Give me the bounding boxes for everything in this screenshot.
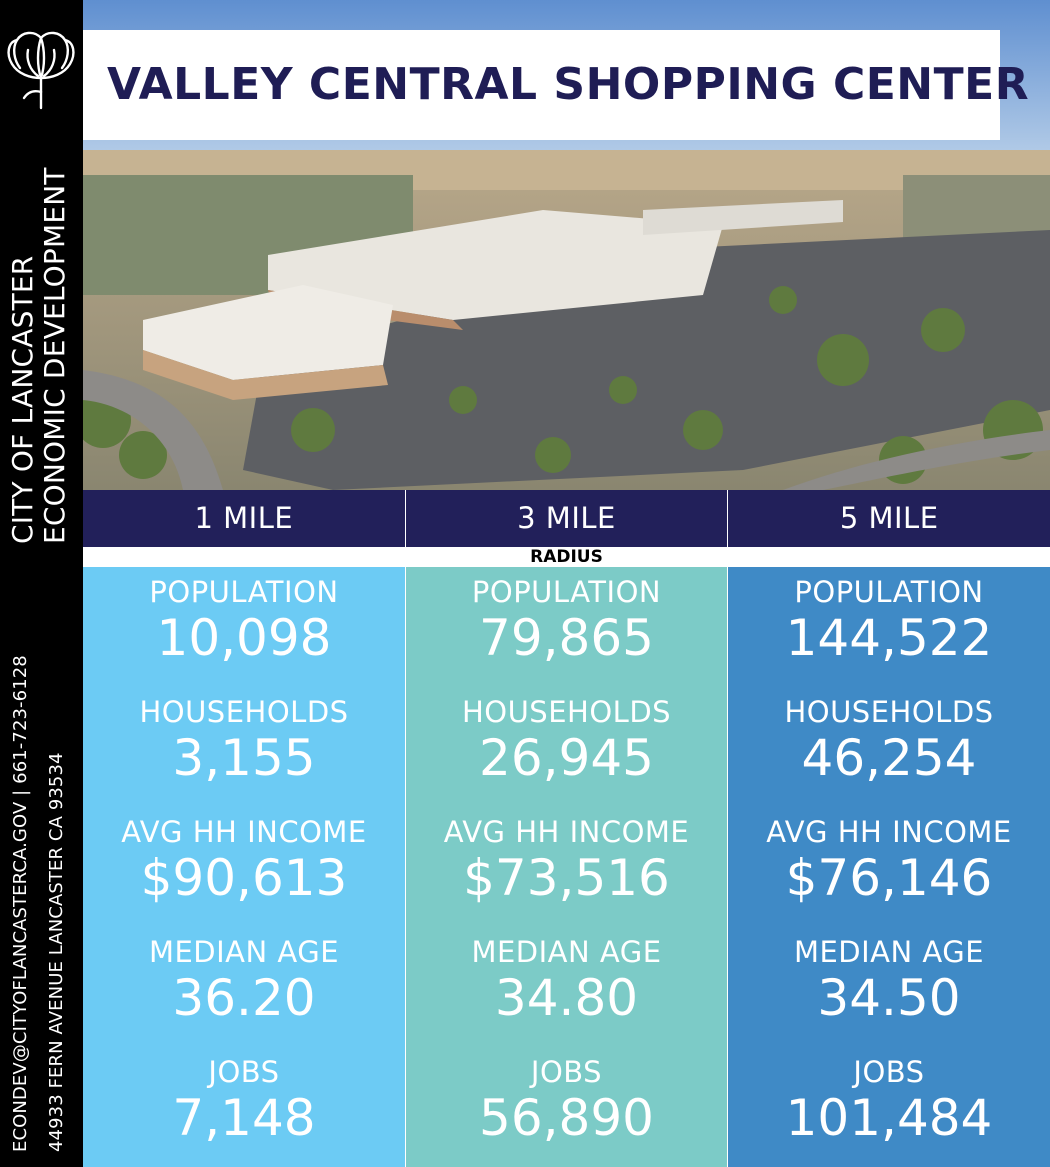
stat-value: 101,484 bbox=[785, 1089, 993, 1147]
stat-label: POPULATION bbox=[471, 575, 662, 609]
stat-label: POPULATION bbox=[794, 575, 984, 609]
stat-value: 46,254 bbox=[801, 729, 977, 787]
stat-jobs: JOBS 101,484 bbox=[728, 1055, 1050, 1147]
stat-households: HOUSEHOLDS 46,254 bbox=[728, 695, 1050, 787]
stat-label: POPULATION bbox=[149, 575, 339, 609]
stat-value: 56,890 bbox=[479, 1089, 654, 1147]
stats-column-1-mile: POPULATION 10,098 HOUSEHOLDS 3,155 AVG H… bbox=[83, 567, 405, 1167]
stat-population: POPULATION 10,098 bbox=[83, 575, 405, 667]
stat-value: 36.20 bbox=[172, 969, 316, 1027]
stats-column-5-mile: POPULATION 144,522 HOUSEHOLDS 46,254 AVG… bbox=[727, 567, 1050, 1167]
org-name-line2: ECONOMIC DEVELOPMENT bbox=[38, 167, 71, 544]
radius-header-bar: 1 MILE 3 MILE 5 MILE bbox=[83, 490, 1050, 547]
page-title: VALLEY CENTRAL SHOPPING CENTER bbox=[107, 59, 1030, 110]
radius-label: RADIUS bbox=[530, 547, 603, 567]
stat-label: MEDIAN AGE bbox=[148, 935, 340, 969]
stat-avg-hh-income: AVG HH INCOME $90,613 bbox=[83, 815, 405, 907]
stat-label: JOBS bbox=[208, 1055, 280, 1089]
contact-address: 44933 FERN AVENUE LANCASTER CA 93534 bbox=[46, 752, 67, 1152]
stat-value: 3,155 bbox=[172, 729, 316, 787]
stat-value: 10,098 bbox=[156, 609, 332, 667]
stat-value: 34.80 bbox=[494, 969, 639, 1027]
radius-5-mile: 5 MILE bbox=[839, 501, 939, 535]
stat-value: 26,945 bbox=[479, 729, 654, 787]
stat-median-age: MEDIAN AGE 34.80 bbox=[406, 935, 727, 1027]
stat-label: AVG HH INCOME bbox=[443, 815, 690, 849]
stat-value: 79,865 bbox=[479, 609, 654, 667]
stat-households: HOUSEHOLDS 26,945 bbox=[406, 695, 727, 787]
stat-label: JOBS bbox=[530, 1055, 603, 1089]
stat-label: JOBS bbox=[853, 1055, 925, 1089]
stat-value: $76,146 bbox=[785, 849, 993, 907]
stat-label: AVG HH INCOME bbox=[766, 815, 1012, 849]
stat-label: MEDIAN AGE bbox=[471, 935, 662, 969]
stat-median-age: MEDIAN AGE 34.50 bbox=[728, 935, 1050, 1027]
stat-population: POPULATION 144,522 bbox=[728, 575, 1050, 667]
stats-column-3-mile: POPULATION 79,865 HOUSEHOLDS 26,945 AVG … bbox=[405, 567, 727, 1167]
stat-population: POPULATION 79,865 bbox=[406, 575, 727, 667]
org-name-line1: CITY OF LANCASTER bbox=[6, 255, 39, 544]
radius-3-mile: 3 MILE bbox=[406, 490, 729, 547]
stat-value: 7,148 bbox=[172, 1089, 316, 1147]
stat-jobs: JOBS 7,148 bbox=[83, 1055, 405, 1147]
stat-jobs: JOBS 56,890 bbox=[406, 1055, 727, 1147]
stat-households: HOUSEHOLDS 3,155 bbox=[83, 695, 405, 787]
stat-label: MEDIAN AGE bbox=[793, 935, 985, 969]
stat-value: 144,522 bbox=[785, 609, 993, 667]
stat-value: $90,613 bbox=[140, 849, 348, 907]
stats-columns: POPULATION 10,098 HOUSEHOLDS 3,155 AVG H… bbox=[83, 567, 1050, 1167]
radius-1-mile: 1 MILE bbox=[83, 490, 406, 547]
stat-label: HOUSEHOLDS bbox=[139, 695, 349, 729]
stat-value: 34.50 bbox=[817, 969, 961, 1027]
stat-value: $73,516 bbox=[463, 849, 670, 907]
aerial-photo bbox=[83, 0, 1050, 490]
sidebar: CITY OF LANCASTER ECONOMIC DEVELOPMENT E… bbox=[0, 0, 83, 1167]
stat-label: HOUSEHOLDS bbox=[784, 695, 994, 729]
stat-avg-hh-income: AVG HH INCOME $76,146 bbox=[728, 815, 1050, 907]
stat-label: HOUSEHOLDS bbox=[461, 695, 672, 729]
stat-label: AVG HH INCOME bbox=[121, 815, 367, 849]
title-box: VALLEY CENTRAL SHOPPING CENTER bbox=[83, 30, 1029, 140]
contact-email-phone: ECONDEV@CITYOFLANCASTERCA.GOV | 661-723-… bbox=[10, 655, 31, 1152]
poppy-flower-icon bbox=[7, 31, 75, 110]
stat-median-age: MEDIAN AGE 36.20 bbox=[83, 935, 405, 1027]
stat-avg-hh-income: AVG HH INCOME $73,516 bbox=[406, 815, 727, 907]
